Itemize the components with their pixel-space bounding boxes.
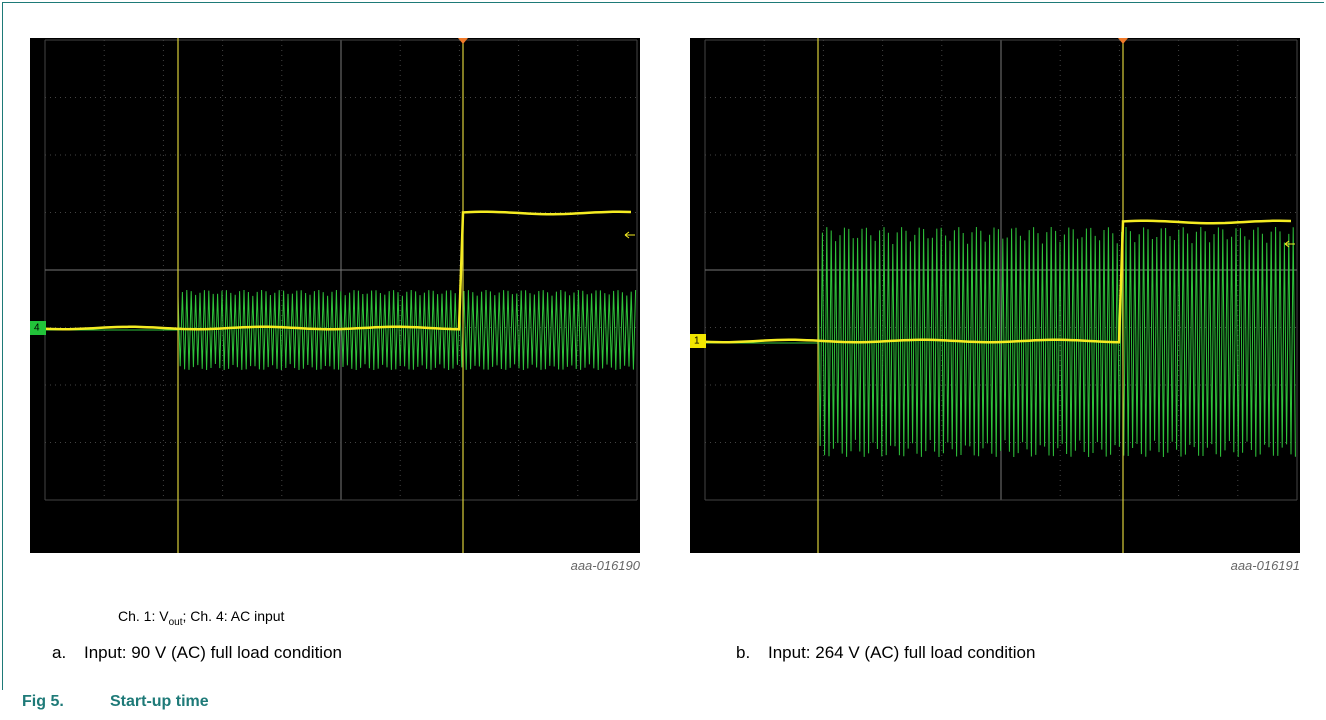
page: 4Ch110.0VBwCh4200VBwM 200ms 25.0kS/s40.0… <box>0 0 1326 720</box>
figure-caption: Fig 5.Start-up time <box>22 693 209 711</box>
figure-number: Fig 5. <box>22 693 110 711</box>
subcaption-text: Input: 264 V (AC) full load condition <box>768 643 1035 662</box>
subcaption-label: a. <box>52 643 84 663</box>
frame-line <box>2 2 1324 3</box>
channel-marker-label: 1 <box>694 336 700 347</box>
channel-marker-label: 4 <box>34 323 40 334</box>
note-text: Ch. 1: V <box>118 608 169 624</box>
frame-line <box>2 2 3 690</box>
oscilloscope-screen: 4Ch110.0VBwCh4200VBwM 200ms 25.0kS/s40.0… <box>30 38 640 553</box>
channel-note: Ch. 1: Vout; Ch. 4: AC input <box>118 608 284 628</box>
subcaption: a.Input: 90 V (AC) full load condition <box>52 643 342 663</box>
screen-background <box>30 38 640 553</box>
oscilloscope-screen: 1Ch110.0VBwCh4200VBwM 200ms 25.0kS/s40.0… <box>690 38 1300 553</box>
image-id: aaa-016191 <box>1100 558 1300 573</box>
note-subscript: out <box>169 617 183 628</box>
subcaption-text: Input: 90 V (AC) full load condition <box>84 643 342 662</box>
figure-title: Start-up time <box>110 693 209 710</box>
note-text: ; Ch. 4: AC input <box>183 608 285 624</box>
subcaption-label: b. <box>736 643 768 663</box>
image-id: aaa-016190 <box>440 558 640 573</box>
subcaption: b.Input: 264 V (AC) full load condition <box>736 643 1035 663</box>
